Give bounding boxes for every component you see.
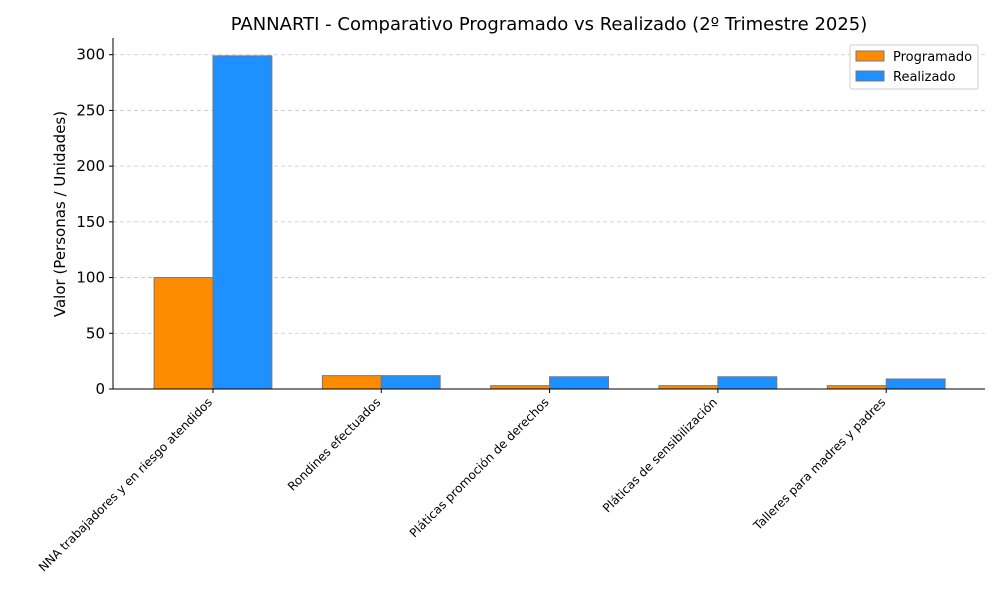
x-tick-label: NNA trabajadores y en riesgo atendidos [36,395,215,574]
y-tick-label: 250 [76,101,105,119]
legend-swatch-realizado [855,70,885,82]
y-tick-label: 50 [86,324,105,342]
chart-title: PANNARTI - Comparativo Programado vs Rea… [231,14,868,35]
bar-realizado [549,376,609,390]
y-tick-label: 150 [76,213,105,231]
bar-programado [658,385,719,390]
bar-realizado [885,378,946,390]
x-tick-label: Rondines efectuados [285,395,383,493]
bar-realizado [212,55,273,390]
bar-realizado [380,375,441,390]
y-tick-label: 100 [76,269,105,287]
legend-label: Programado [893,50,972,65]
legend-swatch-programado [855,50,885,62]
bar-programado [321,375,382,390]
x-tick-label: Talleres para madres y padres [750,395,888,533]
bar-realizado [717,376,778,390]
x-tick-label: Pláticas promoción de derechos [407,395,552,540]
legend-label: Realizado [893,70,956,85]
bar-programado [490,385,551,390]
y-axis-label: Valor (Personas / Unidades) [51,111,69,317]
bar-programado [826,385,887,390]
y-tick-label: 0 [95,380,105,398]
x-tick-label: Pláticas de sensibilización [600,395,720,515]
y-tick-label: 200 [76,157,105,175]
y-tick-label: 300 [76,46,105,64]
bar-programado [153,277,214,390]
